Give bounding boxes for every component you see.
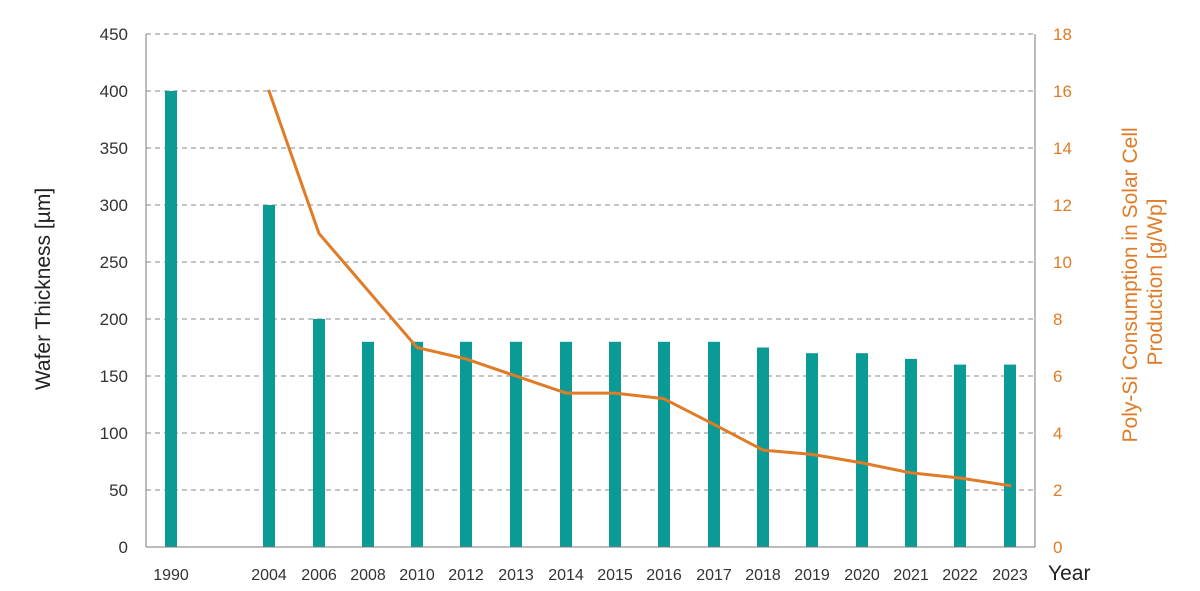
right-axis-title-line-2: Production [g/Wp]: [1144, 199, 1167, 366]
x-tick-label: 2019: [794, 567, 830, 584]
bar: [460, 341, 472, 547]
bar: [757, 347, 769, 547]
x-tick-label: 2022: [942, 567, 978, 584]
bar: [856, 353, 868, 547]
x-tick-label: 2021: [893, 567, 929, 584]
right-tick-labels: 0 2 4 6 8 10 12 14 16 18: [1053, 25, 1072, 557]
y-axis-title: Wafer Thickness [µm]: [32, 188, 55, 390]
bar: [510, 341, 522, 547]
bar: [362, 341, 374, 547]
right-tick-label: 16: [1053, 82, 1072, 101]
x-tick-label: 2014: [548, 567, 584, 584]
right-axis-title: Poly-Si Consumption in Solar Cell Produc…: [1119, 122, 1167, 443]
line-series: [267, 89, 1012, 488]
right-tick-label: 10: [1053, 253, 1072, 272]
right-tick-label: 8: [1053, 310, 1062, 329]
left-tick-label: 200: [100, 310, 128, 329]
x-tick-label: 2010: [399, 567, 435, 584]
x-axis-title: Year: [1048, 562, 1090, 585]
left-tick-label: 350: [100, 139, 128, 158]
left-tick-label: 300: [100, 196, 128, 215]
left-tick-labels: 0 50 100 150 200 250 300 350 400 450: [100, 25, 128, 557]
x-tick-label: 2018: [745, 567, 781, 584]
x-tick-label: 1990: [153, 567, 189, 584]
bar: [411, 341, 423, 547]
bar: [263, 205, 275, 547]
x-tick-label: 2012: [448, 567, 484, 584]
bar: [708, 341, 720, 547]
x-tick-label: 2023: [992, 567, 1028, 584]
bar: [560, 341, 572, 547]
x-tick-label: 2006: [301, 567, 337, 584]
x-tick-label: 2016: [646, 567, 682, 584]
bar: [806, 353, 818, 547]
right-axis-title-line-1: Poly-Si Consumption in Solar Cell: [1119, 127, 1142, 442]
right-tick-label: 0: [1053, 538, 1062, 557]
x-tick-labels: 1990 2004 2006 2008 2010 2012 2013 2014 2015 2016…: [153, 567, 1028, 584]
left-tick-label: 400: [100, 82, 128, 101]
x-tick-label: 2008: [350, 567, 386, 584]
grid-lines: [146, 33, 1035, 491]
bar: [165, 91, 177, 547]
left-tick-label: 50: [109, 481, 128, 500]
x-tick-label: 2004: [251, 567, 287, 584]
bar: [313, 319, 325, 547]
x-tick-label: 2017: [696, 567, 732, 584]
right-tick-label: 12: [1053, 196, 1072, 215]
left-tick-label: 450: [100, 25, 128, 44]
bar: [609, 341, 621, 547]
right-tick-label: 14: [1053, 139, 1072, 158]
left-tick-label: 150: [100, 367, 128, 386]
right-tick-label: 2: [1053, 481, 1062, 500]
left-tick-label: 0: [119, 538, 128, 557]
bar: [954, 364, 966, 547]
bar: [658, 341, 670, 547]
line-series-path: [267, 89, 1012, 488]
x-tick-label: 2013: [498, 567, 534, 584]
bar: [1004, 364, 1016, 547]
axes: [145, 34, 1036, 548]
left-tick-label: 250: [100, 253, 128, 272]
x-tick-label: 2015: [597, 567, 633, 584]
bar: [905, 358, 917, 547]
right-tick-label: 4: [1053, 424, 1062, 443]
right-tick-label: 6: [1053, 367, 1062, 386]
right-tick-label: 18: [1053, 25, 1072, 44]
x-tick-label: 2020: [844, 567, 880, 584]
left-tick-label: 100: [100, 424, 128, 443]
